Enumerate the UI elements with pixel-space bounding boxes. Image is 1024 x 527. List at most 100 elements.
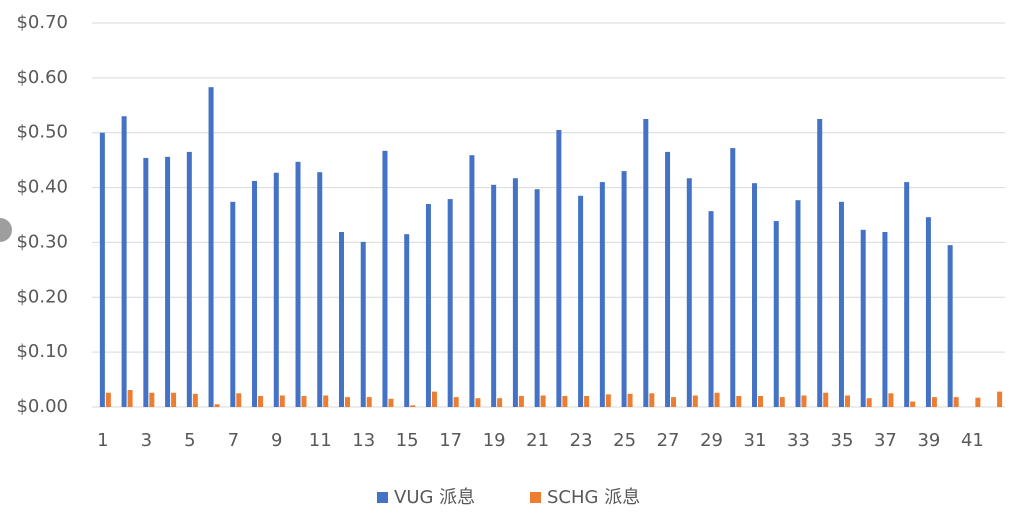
x-tick-label: 41 [961, 430, 984, 451]
bar [404, 234, 410, 407]
bar [540, 395, 546, 407]
x-tick-label: 19 [483, 430, 506, 451]
x-tick-label: 33 [787, 430, 810, 451]
bar [714, 392, 720, 407]
bar [752, 183, 758, 407]
bar [105, 392, 111, 407]
bar [888, 393, 894, 407]
bar [562, 396, 568, 407]
x-tick-label: 21 [526, 430, 549, 451]
bar [447, 199, 453, 407]
bar [143, 157, 149, 407]
x-tick-label: 15 [396, 430, 419, 451]
bar [599, 182, 605, 407]
bar [317, 172, 323, 407]
bar [860, 229, 866, 407]
x-tick-label: 25 [613, 430, 636, 451]
bar [773, 221, 779, 407]
bar [534, 189, 540, 407]
bar [844, 395, 850, 407]
side-handle [0, 218, 12, 242]
x-tick-label: 7 [228, 430, 239, 451]
legend-label: VUG 派息 [394, 487, 475, 508]
bar [208, 87, 214, 407]
bar [149, 392, 155, 407]
bar [627, 393, 633, 407]
y-tick-label: $0.70 [16, 12, 68, 33]
x-tick-label: 29 [700, 430, 723, 451]
bar [121, 116, 127, 407]
bar [99, 132, 105, 407]
bar [425, 204, 431, 407]
y-tick-label: $0.60 [16, 67, 68, 88]
bar [366, 397, 372, 407]
y-tick-label: $0.20 [16, 286, 68, 307]
bar [382, 150, 388, 407]
legend-swatch [377, 492, 388, 503]
x-tick-label: 3 [141, 430, 152, 451]
x-tick-label: 37 [874, 430, 897, 451]
bar [214, 404, 220, 407]
bar [817, 119, 823, 407]
bar [904, 182, 910, 407]
bar [301, 396, 307, 407]
x-tick-label: 35 [831, 430, 854, 451]
bar [665, 151, 671, 407]
bar [708, 211, 714, 407]
bar [453, 397, 459, 407]
bar [882, 232, 888, 407]
bar [997, 391, 1003, 407]
bar [236, 393, 242, 407]
x-tick-label: 1 [97, 430, 108, 451]
bar [584, 396, 590, 407]
bar [512, 178, 518, 407]
x-tick-label: 17 [439, 430, 462, 451]
bar [556, 129, 562, 407]
x-tick-label: 11 [309, 430, 332, 451]
bar [323, 395, 329, 407]
bar [692, 395, 698, 407]
bar [186, 151, 192, 407]
bar [621, 171, 627, 407]
bar [758, 396, 764, 407]
x-tick-label: 13 [352, 430, 375, 451]
y-tick-label: $0.50 [16, 122, 68, 143]
x-tick-label: 5 [184, 430, 195, 451]
bar [671, 397, 677, 407]
y-tick-label: $0.00 [16, 396, 68, 417]
bar [295, 161, 301, 407]
bar [338, 232, 344, 407]
bar [801, 395, 807, 407]
bar [578, 195, 584, 407]
x-tick-label: 39 [917, 430, 940, 451]
bar [171, 392, 177, 407]
x-tick-label: 23 [570, 430, 593, 451]
bar [686, 178, 692, 407]
x-tick-label: 27 [657, 430, 680, 451]
bar [165, 156, 171, 407]
legend-label: SCHG 派息 [547, 487, 640, 508]
bar [925, 217, 931, 407]
bar [779, 397, 785, 407]
bar [279, 395, 285, 407]
legend-swatch [530, 492, 541, 503]
bar [258, 396, 264, 407]
bar [643, 119, 649, 407]
bar [736, 396, 742, 407]
bar [605, 394, 611, 407]
bar [947, 245, 953, 407]
bar [975, 397, 981, 407]
y-tick-label: $0.10 [16, 341, 68, 362]
bar [252, 180, 258, 407]
bar [931, 397, 937, 407]
bar [469, 155, 475, 407]
bar [823, 392, 829, 407]
bar [192, 393, 198, 407]
bar [491, 184, 497, 407]
bar [431, 391, 437, 407]
y-tick-label: $0.30 [16, 231, 68, 252]
bar [344, 397, 350, 407]
x-tick-label: 9 [271, 430, 282, 451]
bar [866, 398, 872, 407]
